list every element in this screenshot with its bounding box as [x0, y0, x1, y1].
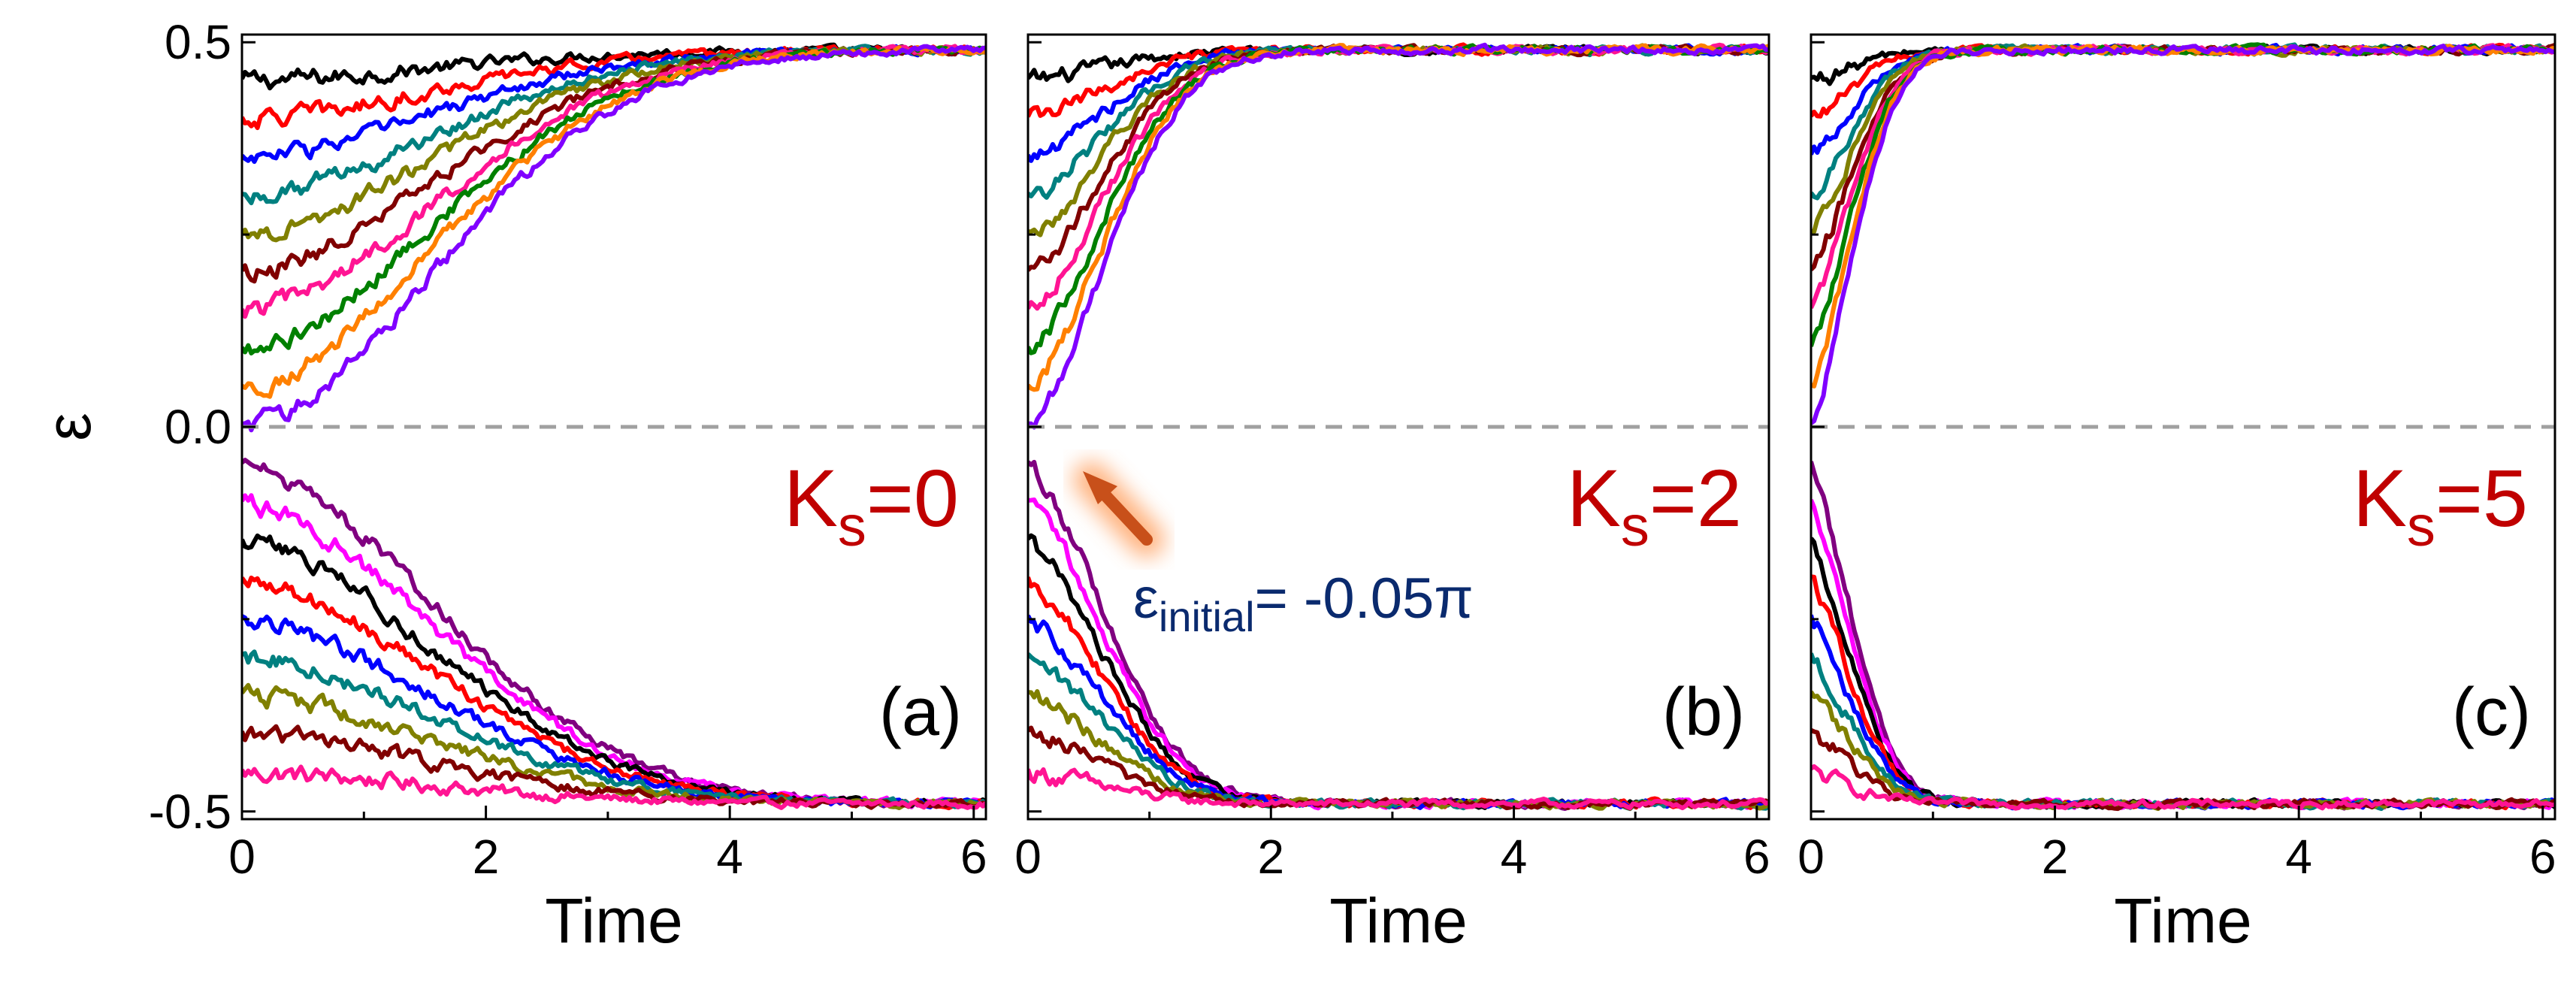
coupling-annotation: Ks=2 [1567, 452, 1742, 558]
series-line-9 [242, 45, 986, 399]
panel-label: (c) [2452, 675, 2531, 750]
x-tick-label: 6 [1743, 830, 1770, 884]
y-tick-label: 0.0 [165, 400, 231, 454]
coupling-value: =5 [2435, 452, 2528, 543]
coupling-symbol: K [2353, 452, 2407, 543]
y-axis-label: ε [33, 413, 104, 440]
x-axis-label: Time [2114, 885, 2252, 956]
arrow-note: εinitial= -0.05π [1133, 567, 1474, 640]
series-line-19 [1811, 764, 2555, 811]
coupling-subscript: s [1621, 494, 1649, 558]
arrow-shaft [1097, 487, 1153, 546]
coupling-value: =0 [866, 452, 959, 543]
panel-2: 0 2 4 6 Time (b) Ks=2 [1014, 33, 1770, 956]
series-group [242, 42, 986, 811]
coupling-subscript: s [838, 494, 866, 558]
panel-3: 0 2 4 6 Time (c) Ks=5 [1797, 33, 2556, 956]
coupling-value: =2 [1649, 452, 1742, 543]
x-tick-label: 4 [2285, 830, 2312, 884]
y-tick-label: -0.5 [149, 785, 231, 839]
x-axis-label: Time [545, 885, 683, 956]
series-line-19 [1028, 767, 1769, 811]
x-tick-label: 0 [1797, 830, 1825, 884]
panel-1: 0 2 4 6 0.5 0.0 -0.5 Time (a) Ks=0 [149, 15, 987, 956]
series-line-10 [1811, 44, 2555, 425]
series-line-9 [1028, 43, 1769, 392]
x-tick-label: 4 [716, 830, 743, 884]
panel-label: (a) [879, 675, 962, 750]
series-line-10 [1028, 42, 1769, 430]
x-tick-label: 2 [2042, 830, 2069, 884]
x-tick-label: 4 [1501, 830, 1528, 884]
coupling-annotation: Ks=0 [784, 452, 959, 558]
series-group [1028, 42, 1769, 812]
x-tick-label: 6 [960, 830, 987, 884]
x-axis-label: Time [1329, 885, 1468, 956]
coupling-subscript: s [2407, 494, 2435, 558]
series-line-10 [242, 44, 986, 433]
x-tick-label: 2 [473, 830, 500, 884]
arrow-note-sub: initial [1159, 593, 1255, 640]
arrow-note-rest: = -0.05π [1255, 567, 1474, 631]
arrow-head [1083, 471, 1117, 504]
y-tick-label: 0.5 [165, 15, 231, 69]
series-line-4 [242, 44, 986, 206]
coupling-symbol: K [1567, 452, 1621, 543]
arrow-note-main: ε [1133, 567, 1159, 631]
coupling-symbol: K [784, 452, 838, 543]
panel-label: (b) [1662, 675, 1745, 750]
series-group [1811, 42, 2555, 812]
x-tick-label: 6 [2529, 830, 2556, 884]
x-tick-label: 0 [1014, 830, 1042, 884]
series-line-19 [242, 764, 986, 810]
arrow-annotation: εinitial= -0.05π [1073, 461, 1474, 640]
x-tick-label: 0 [228, 830, 255, 884]
x-tick-label: 2 [1257, 830, 1284, 884]
coupling-annotation: Ks=5 [2353, 452, 2528, 558]
